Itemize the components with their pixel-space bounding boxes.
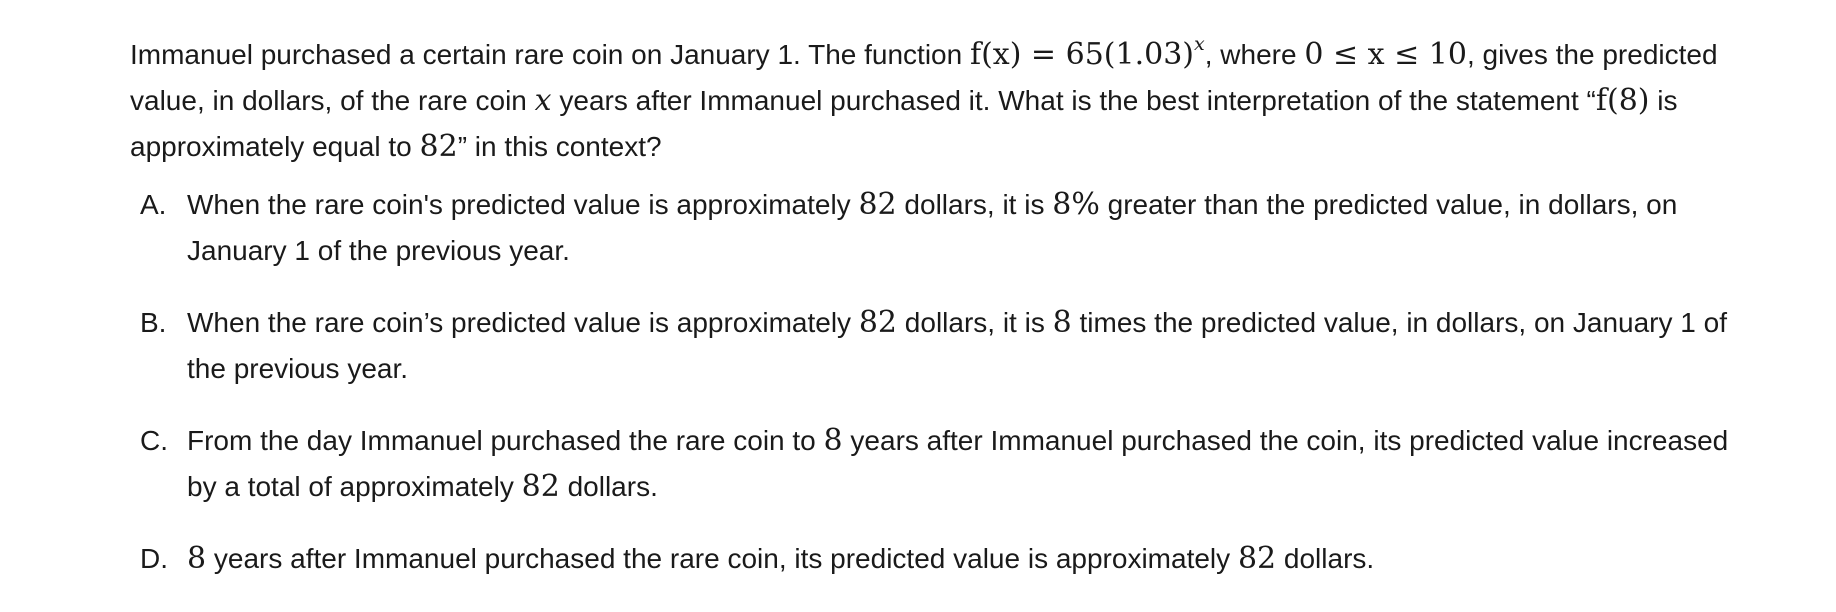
question-content: Immanuel purchased a certain rare coin o… — [130, 32, 1750, 608]
variable-x: x — [534, 83, 552, 118]
choice-d[interactable]: D. 8 years after Immanuel purchased the r… — [140, 536, 1750, 582]
domain-expression: 0 ≤ x ≤ 10 — [1304, 37, 1467, 72]
statement-f8: f(8) — [1595, 83, 1650, 118]
function-exponent: x — [1194, 33, 1205, 55]
question-text: Immanuel purchased a certain rare coin o… — [130, 39, 970, 70]
answer-choices: A. When the rare coin's predicted value i… — [130, 182, 1750, 582]
choice-letter: C. — [140, 425, 168, 456]
choice-a[interactable]: A. When the rare coin's predicted value i… — [140, 182, 1750, 274]
choice-letter: B. — [140, 307, 167, 338]
question-stem: Immanuel purchased a certain rare coin o… — [130, 33, 1718, 165]
choice-c[interactable]: C. From the day Immanuel purchased the ra… — [140, 418, 1750, 510]
statement-82: 82 — [419, 129, 458, 164]
choice-b[interactable]: B. When the rare coin’s predicted value i… — [140, 300, 1750, 392]
choice-letter: A. — [140, 189, 167, 220]
choice-letter: D. — [140, 543, 168, 574]
function-expression: f(x) = 65(1.03)x — [969, 33, 1205, 73]
